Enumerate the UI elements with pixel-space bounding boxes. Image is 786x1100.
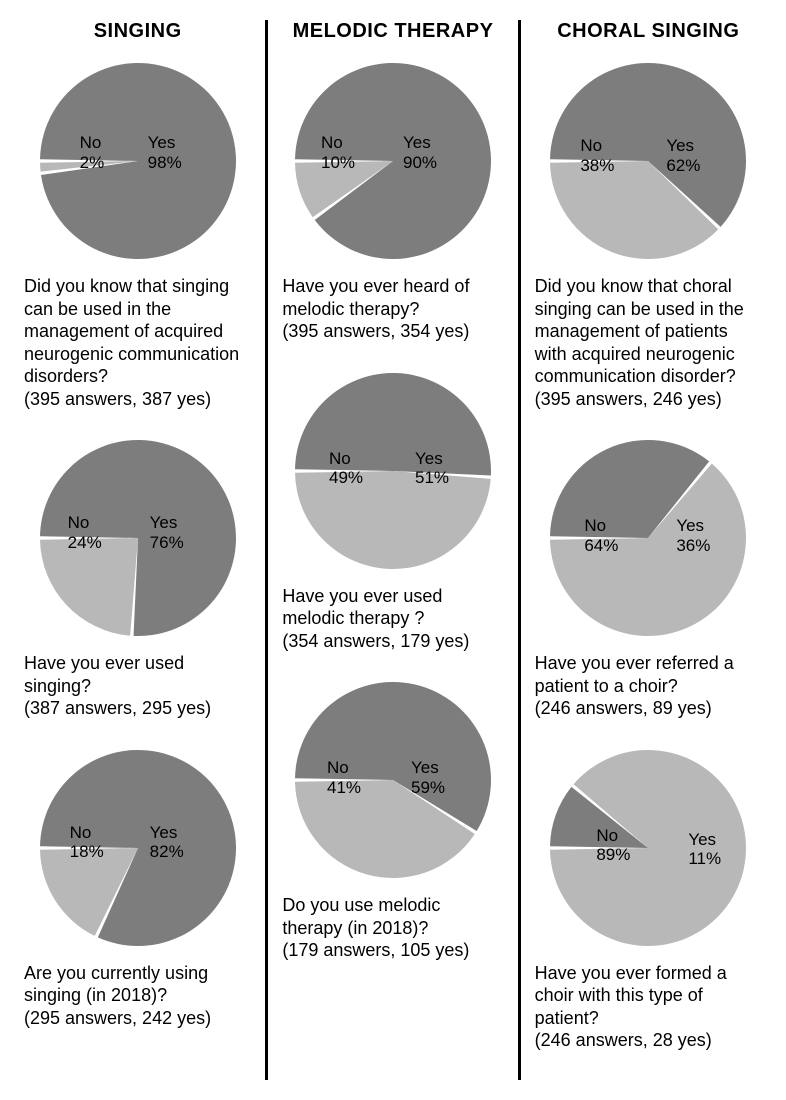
no-label: No2% xyxy=(80,133,105,172)
yes-label: Yes11% xyxy=(688,830,721,869)
pie-chart: Yes59% No41% xyxy=(293,680,493,880)
no-label: No64% xyxy=(584,516,618,555)
no-label: No24% xyxy=(68,513,102,552)
chart-cell: Yes76% No24% Have you ever used singing?(3… xyxy=(22,438,253,720)
question-text: Have you ever used melodic therapy ?(354… xyxy=(280,585,505,653)
question-text: Did you know that choral singing can be … xyxy=(533,275,764,410)
no-label: No38% xyxy=(580,136,614,175)
question-text: Are you currently using singing (in 2018… xyxy=(22,962,253,1030)
pie-chart: Yes82% No18% xyxy=(38,748,238,948)
column-title: SINGING xyxy=(22,20,253,43)
pie-chart: Yes90% No10% xyxy=(293,61,493,261)
yes-label: Yes76% xyxy=(150,513,184,552)
pie-chart: Yes76% No24% xyxy=(38,438,238,638)
yes-label: Yes82% xyxy=(150,823,184,862)
pie-chart: Yes51% No49% xyxy=(293,371,493,571)
no-label: No89% xyxy=(596,826,630,865)
chart-cell: Yes59% No41% Do you use melodic therapy (i… xyxy=(280,680,505,962)
question-text: Have you ever formed a choir with this t… xyxy=(533,962,764,1052)
column-title: CHORAL SINGING xyxy=(533,20,764,43)
chart-cell: Yes36% No64% Have you ever referred a pati… xyxy=(533,438,764,720)
chart-grid: SINGING Yes98% No2% Did you know that singi… xyxy=(10,20,776,1080)
yes-label: Yes59% xyxy=(411,758,445,797)
no-label: No41% xyxy=(327,758,361,797)
yes-label: Yes90% xyxy=(403,133,437,172)
pie-chart: Yes11% No89% xyxy=(548,748,748,948)
chart-cell: Yes51% No49% Have you ever used melodic th… xyxy=(280,371,505,653)
question-text: Do you use melodic therapy (in 2018)?(17… xyxy=(280,894,505,962)
chart-cell: Yes11% No89% Have you ever formed a choir … xyxy=(533,748,764,1052)
no-label: No18% xyxy=(70,823,104,862)
column-0: SINGING Yes98% No2% Did you know that singi… xyxy=(10,20,265,1080)
pie-chart: Yes98% No2% xyxy=(38,61,238,261)
chart-cell: Yes82% No18% Are you currently using singi… xyxy=(22,748,253,1030)
question-text: Did you know that singing can be used in… xyxy=(22,275,253,410)
chart-cell: Yes98% No2% Did you know that singing can … xyxy=(22,61,253,410)
yes-label: Yes36% xyxy=(676,516,710,555)
no-label: No49% xyxy=(329,449,363,488)
yes-label: Yes62% xyxy=(666,136,700,175)
chart-cell: Yes90% No10% Have you ever heard of melodi… xyxy=(280,61,505,343)
column-2: CHORAL SINGING Yes62% No38% Did you know th… xyxy=(521,20,776,1080)
chart-cell: Yes62% No38% Did you know that choral sing… xyxy=(533,61,764,410)
pie-chart: Yes62% No38% xyxy=(548,61,748,261)
yes-label: Yes51% xyxy=(415,449,449,488)
no-label: No10% xyxy=(321,133,355,172)
question-text: Have you ever referred a patient to a ch… xyxy=(533,652,764,720)
column-1: MELODIC THERAPY Yes90% No10% Have you ever … xyxy=(265,20,520,1080)
column-title: MELODIC THERAPY xyxy=(280,20,505,43)
question-text: Have you ever used singing?(387 answers,… xyxy=(22,652,253,720)
pie-chart: Yes36% No64% xyxy=(548,438,748,638)
question-text: Have you ever heard of melodic therapy?(… xyxy=(280,275,505,343)
yes-label: Yes98% xyxy=(148,133,182,172)
